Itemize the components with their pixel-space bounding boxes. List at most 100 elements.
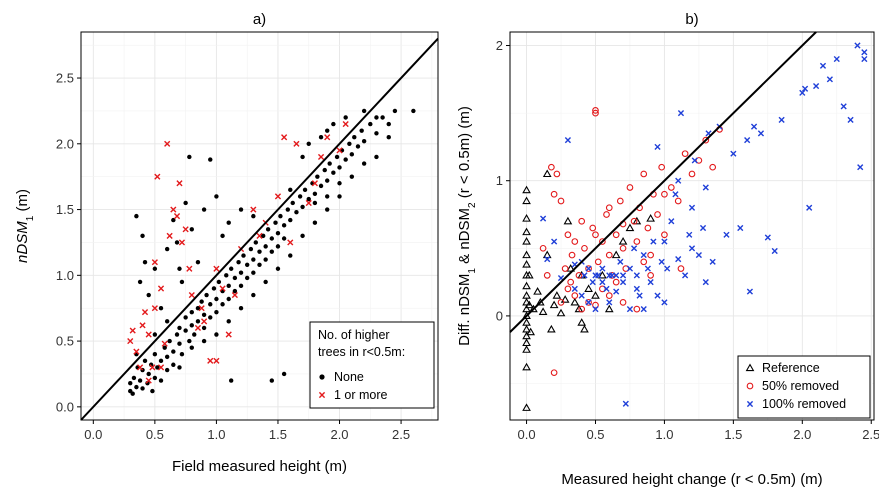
y-tick-label: 0.5 xyxy=(56,334,74,349)
data-point xyxy=(300,154,305,160)
data-point xyxy=(640,170,648,178)
data-point xyxy=(539,215,547,222)
data-point xyxy=(220,233,225,239)
data-point xyxy=(625,223,635,232)
data-point xyxy=(737,224,744,232)
data-point xyxy=(633,238,641,245)
data-point xyxy=(312,200,318,206)
data-point xyxy=(654,211,661,218)
data-point xyxy=(134,384,139,390)
data-point xyxy=(603,285,610,292)
data-point xyxy=(557,299,565,306)
data-point xyxy=(241,253,246,258)
data-point xyxy=(688,245,696,252)
data-point xyxy=(564,285,572,293)
data-point xyxy=(592,301,599,309)
data-point xyxy=(287,239,294,246)
data-point xyxy=(650,238,657,245)
data-point xyxy=(847,116,854,123)
data-point xyxy=(570,297,580,306)
data-point xyxy=(225,331,232,338)
data-point xyxy=(571,238,579,245)
data-point xyxy=(547,324,556,333)
data-point xyxy=(214,194,219,199)
data-point xyxy=(145,377,152,384)
data-point xyxy=(801,85,809,92)
panel-a-legend-title-line-2: trees in r<0.5m: xyxy=(318,345,405,359)
y-tick-label: 1 xyxy=(496,173,503,188)
data-point xyxy=(543,271,551,279)
panel-b-legend-entry-50-removed: 50% removed xyxy=(762,379,839,393)
data-point xyxy=(182,226,189,233)
data-point xyxy=(137,378,143,383)
y-tick-label: 2.0 xyxy=(56,136,74,151)
data-point xyxy=(177,365,182,370)
data-point xyxy=(176,180,183,187)
data-point xyxy=(253,240,259,245)
data-point xyxy=(140,386,145,391)
data-point xyxy=(170,206,177,213)
data-point xyxy=(585,299,592,306)
panel-b-legend-swatch-50-removed xyxy=(746,382,754,390)
data-point xyxy=(599,285,606,293)
data-point xyxy=(677,110,685,117)
panel-b-y-axis-title-part-1: Diff. nDSM xyxy=(456,274,473,346)
data-point xyxy=(522,214,531,222)
data-point xyxy=(331,121,336,127)
x-tick-label: 1.5 xyxy=(724,427,742,442)
panel-b-y-axis-title: Diff. nDSM1 & nDSM2 (r < 0.5m) (m) xyxy=(456,106,478,346)
data-point xyxy=(612,231,620,239)
data-point xyxy=(612,278,620,286)
panel-b-points xyxy=(522,42,868,411)
data-point xyxy=(392,108,398,114)
data-point xyxy=(539,244,547,252)
data-point xyxy=(581,244,588,252)
data-point xyxy=(646,214,655,222)
panel-b-legend-swatch-100-removed xyxy=(746,400,754,408)
data-point xyxy=(219,285,226,292)
data-point xyxy=(269,378,275,383)
data-point xyxy=(619,244,627,252)
data-point xyxy=(337,165,342,170)
data-point xyxy=(294,209,299,215)
data-point xyxy=(337,194,342,199)
data-point xyxy=(658,258,665,265)
data-point xyxy=(616,197,624,205)
x-tick-label: 0.5 xyxy=(146,427,164,442)
data-point xyxy=(571,285,578,292)
data-point xyxy=(195,259,201,265)
data-point xyxy=(522,260,531,268)
data-point xyxy=(723,231,730,238)
data-point xyxy=(380,115,385,120)
panel-b-y-axis-title-part-2: & nDSM xyxy=(456,208,473,268)
data-point xyxy=(347,141,352,146)
data-point xyxy=(374,154,379,160)
data-point xyxy=(278,213,283,219)
data-point xyxy=(764,234,771,241)
data-point xyxy=(312,220,318,225)
data-point xyxy=(285,207,291,212)
y-tick-label: 1.5 xyxy=(56,202,74,217)
data-point xyxy=(213,265,220,272)
panel-a-y-axis-title: nDSM1 (m) xyxy=(14,189,36,263)
data-point xyxy=(201,325,207,331)
data-point xyxy=(177,325,182,331)
data-point xyxy=(861,55,868,63)
data-point xyxy=(544,256,551,263)
series-1-or-more xyxy=(127,120,349,384)
panel-b-frame xyxy=(509,31,875,421)
data-point xyxy=(337,181,342,186)
panel-b-grid xyxy=(510,32,874,420)
data-point xyxy=(661,238,668,245)
data-point xyxy=(349,152,355,157)
data-point xyxy=(578,292,585,299)
data-point xyxy=(300,204,305,210)
data-point xyxy=(171,217,176,223)
data-point xyxy=(567,278,575,286)
data-point xyxy=(599,238,606,245)
data-point xyxy=(189,227,194,232)
data-point xyxy=(151,259,158,266)
data-point xyxy=(556,308,566,317)
data-point xyxy=(661,231,668,239)
data-point xyxy=(585,265,592,272)
